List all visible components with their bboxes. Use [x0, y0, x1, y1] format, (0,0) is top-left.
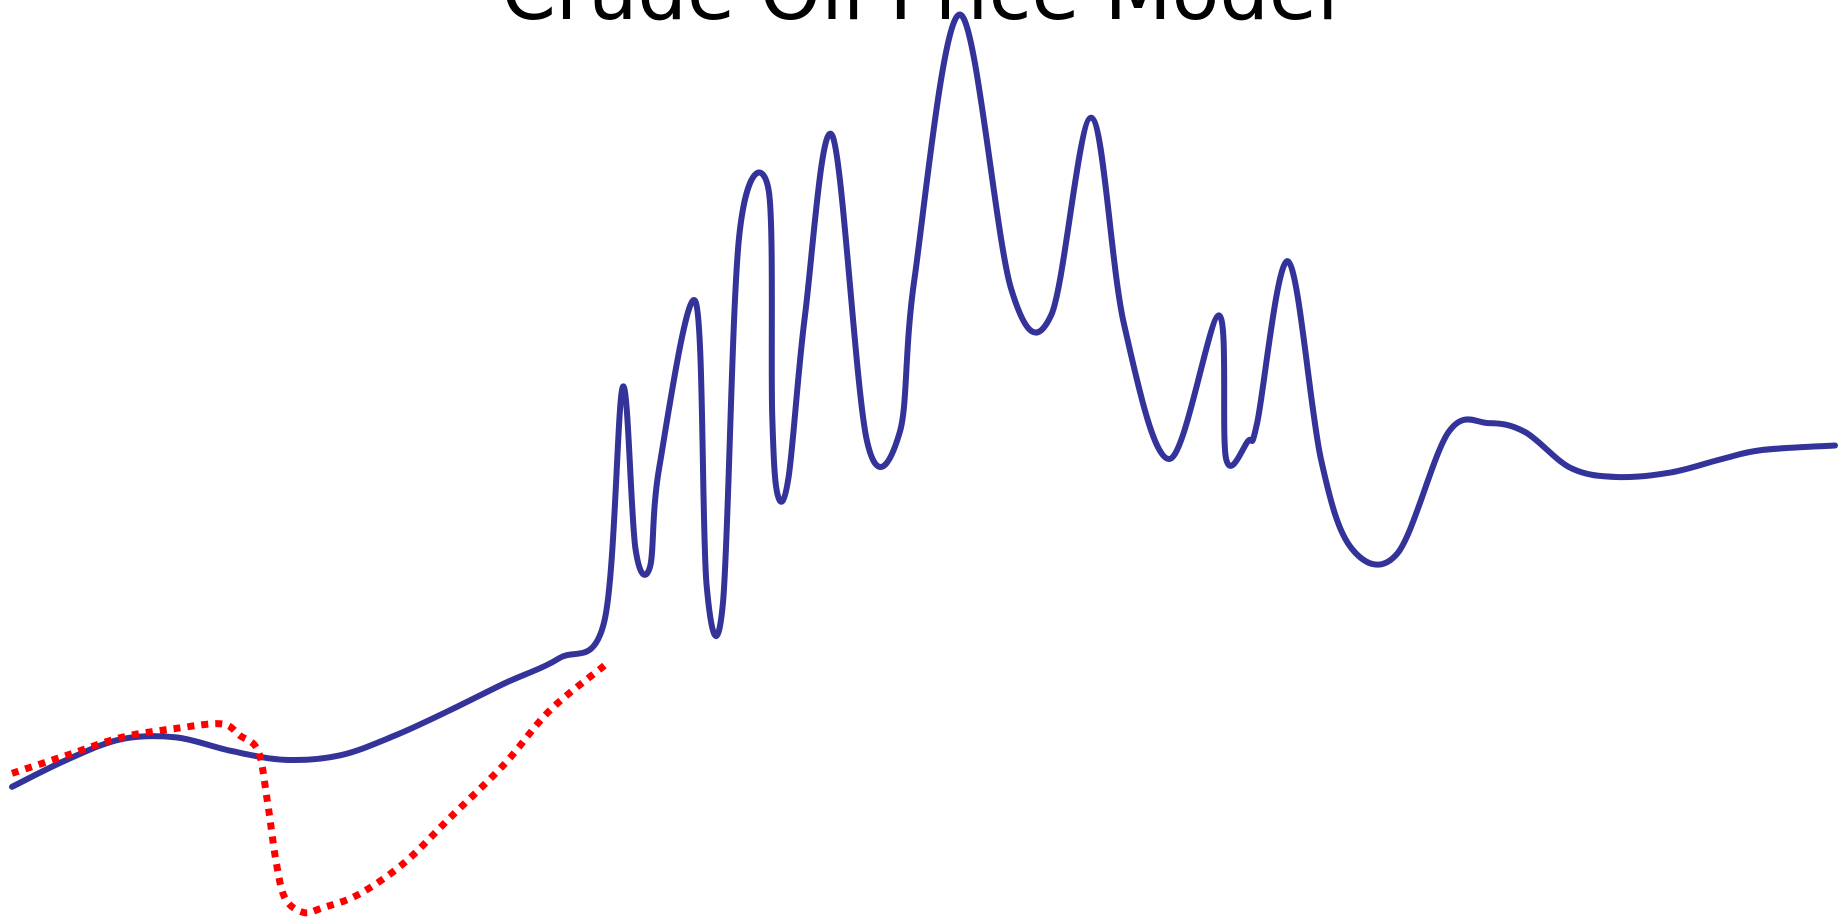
series-line-solid [9, 11, 1838, 790]
chart-title: Crude Oil Price Model [0, 0, 1840, 38]
series-line-dotted [10, 662, 607, 917]
series-0 [9, 11, 1838, 790]
series-1 [10, 662, 607, 917]
